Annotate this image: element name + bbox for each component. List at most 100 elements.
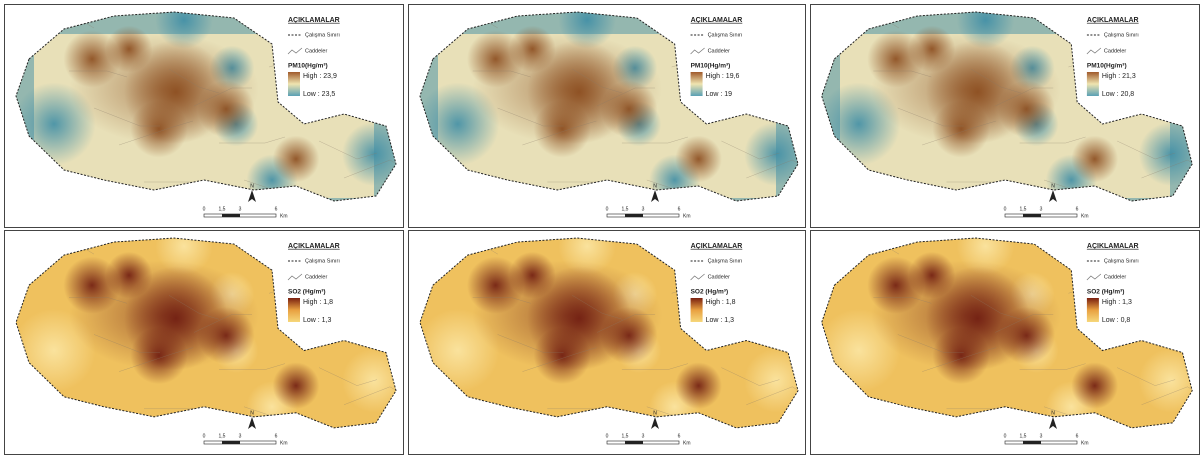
legend-low: Low : 19 xyxy=(706,91,733,98)
hot-spot xyxy=(933,327,990,384)
pollutant-label: PM10(Hg/m³) xyxy=(691,63,731,70)
scale-bar-fill xyxy=(222,441,240,444)
scale-bar-fill xyxy=(1023,441,1041,444)
legend-high: High : 23,9 xyxy=(303,73,337,80)
boundary-label: Çalışma Sınırı xyxy=(305,32,340,38)
pollutant-label: PM10(Hg/m³) xyxy=(1087,63,1127,70)
legend-swatch xyxy=(1087,298,1099,322)
scale-label: 3 xyxy=(239,206,242,212)
scale-unit: Km xyxy=(1081,440,1089,446)
pollutant-label: SO2 (Hg/m³) xyxy=(691,289,729,296)
legend-title: AÇIKLAMALAR xyxy=(1087,17,1139,24)
scale-label: 1,5 xyxy=(219,433,226,439)
legend-title: AÇIKLAMALAR xyxy=(288,243,340,250)
legend-low: Low : 0,8 xyxy=(1102,317,1131,324)
hot-spot xyxy=(933,100,990,157)
hot-spot xyxy=(675,362,722,409)
scale-label: 6 xyxy=(678,206,681,212)
streets-label: Caddeler xyxy=(1104,48,1126,54)
boundary-label: Çalışma Sınırı xyxy=(1104,258,1139,264)
hot-spot xyxy=(534,327,591,384)
scale-label: 0 xyxy=(1004,206,1007,212)
pollutant-label: PM10(Hg/m³) xyxy=(288,63,328,70)
hot-spot xyxy=(273,362,320,409)
hot-spot xyxy=(273,136,320,183)
streets-label: Caddeler xyxy=(305,274,327,280)
streets-label: Caddeler xyxy=(708,274,730,280)
legend-high: High : 21,3 xyxy=(1102,73,1136,80)
hot-spot xyxy=(675,136,722,183)
map-panel: AÇIKLAMALAR Çalışma Sınırı Caddeler SO2 (Hg… xyxy=(408,217,845,455)
boundary-label: Çalışma Sınırı xyxy=(305,258,340,264)
legend-swatch xyxy=(691,72,703,96)
scale-label: 1,5 xyxy=(1020,433,1027,439)
north-label: N xyxy=(1051,410,1055,416)
north-label: N xyxy=(250,410,254,416)
scale-bar-fill xyxy=(1023,214,1041,217)
north-label: N xyxy=(1051,183,1055,189)
map-panel: AÇIKLAMALAR Çalışma Sınırı Caddeler SO2 (Hg… xyxy=(4,217,443,455)
hot-spot xyxy=(998,307,1055,364)
streets-label: Caddeler xyxy=(305,48,327,54)
legend-swatch xyxy=(288,298,300,322)
legend-high: High : 1,3 xyxy=(1102,299,1132,306)
scale-label: 0 xyxy=(606,206,609,212)
legend-low: Low : 1,3 xyxy=(303,317,332,324)
scale-label: 6 xyxy=(1076,206,1079,212)
legend-title: AÇIKLAMALAR xyxy=(691,17,743,24)
legend-high: High : 1,8 xyxy=(706,299,736,306)
legend-swatch xyxy=(288,72,300,96)
scale-label: 6 xyxy=(275,206,278,212)
north-label: N xyxy=(653,183,657,189)
scale-unit: Km xyxy=(280,440,288,446)
scale-label: 6 xyxy=(678,433,681,439)
legend-low: Low : 20,8 xyxy=(1102,91,1134,98)
pollutant-label: SO2 (Hg/m³) xyxy=(1087,289,1125,296)
scale-label: 1,5 xyxy=(1020,206,1027,212)
scale-label: 0 xyxy=(203,206,206,212)
legend-high: High : 1,8 xyxy=(303,299,333,306)
north-label: N xyxy=(653,410,657,416)
hot-spot xyxy=(1071,362,1118,409)
hot-spot xyxy=(130,100,187,157)
map-panel: AÇIKLAMALAR Çalışma Sınırı Caddeler PM10(Hg… xyxy=(408,0,845,228)
scale-label: 3 xyxy=(1040,433,1043,439)
scale-label: 0 xyxy=(1004,433,1007,439)
streets-label: Caddeler xyxy=(1104,274,1126,280)
scale-label: 3 xyxy=(1040,206,1043,212)
hot-spot xyxy=(1071,136,1118,183)
scale-label: 1,5 xyxy=(622,206,629,212)
map-panel: AÇIKLAMALAR Çalışma Sınırı Caddeler PM10(Hg… xyxy=(810,0,1203,228)
scale-label: 1,5 xyxy=(622,433,629,439)
boundary-label: Çalışma Sınırı xyxy=(708,258,743,264)
map-panel: AÇIKLAMALAR Çalışma Sınırı Caddeler PM10(Hg… xyxy=(4,0,443,228)
scale-label: 3 xyxy=(642,433,645,439)
streets-label: Caddeler xyxy=(708,48,730,54)
hot-spot xyxy=(534,100,591,157)
scale-bar-fill xyxy=(222,214,240,217)
pollutant-label: SO2 (Hg/m³) xyxy=(288,289,326,296)
boundary-label: Çalışma Sınırı xyxy=(708,32,743,38)
legend-high: High : 19,6 xyxy=(706,73,740,80)
north-label: N xyxy=(250,183,254,189)
legend-low: Low : 23,5 xyxy=(303,91,335,98)
legend-low: Low : 1,3 xyxy=(706,317,735,324)
scale-label: 0 xyxy=(203,433,206,439)
boundary-label: Çalışma Sınırı xyxy=(1104,32,1139,38)
legend-swatch xyxy=(1087,72,1099,96)
legend-title: AÇIKLAMALAR xyxy=(288,17,340,24)
hot-spot xyxy=(998,80,1055,137)
hot-spot xyxy=(130,327,187,384)
map-panel: AÇIKLAMALAR Çalışma Sınırı Caddeler SO2 (Hg… xyxy=(810,217,1203,455)
legend-swatch xyxy=(691,298,703,322)
scale-label: 1,5 xyxy=(219,206,226,212)
scale-unit: Km xyxy=(683,213,691,219)
scale-label: 6 xyxy=(1076,433,1079,439)
legend-title: AÇIKLAMALAR xyxy=(691,243,743,250)
legend-title: AÇIKLAMALAR xyxy=(1087,243,1139,250)
scale-unit: Km xyxy=(1081,213,1089,219)
scale-label: 0 xyxy=(606,433,609,439)
scale-bar-fill xyxy=(625,441,643,444)
map-figure: AÇIKLAMALAR Çalışma Sınırı Caddeler PM10(Hg… xyxy=(0,0,1203,457)
scale-label: 3 xyxy=(642,206,645,212)
